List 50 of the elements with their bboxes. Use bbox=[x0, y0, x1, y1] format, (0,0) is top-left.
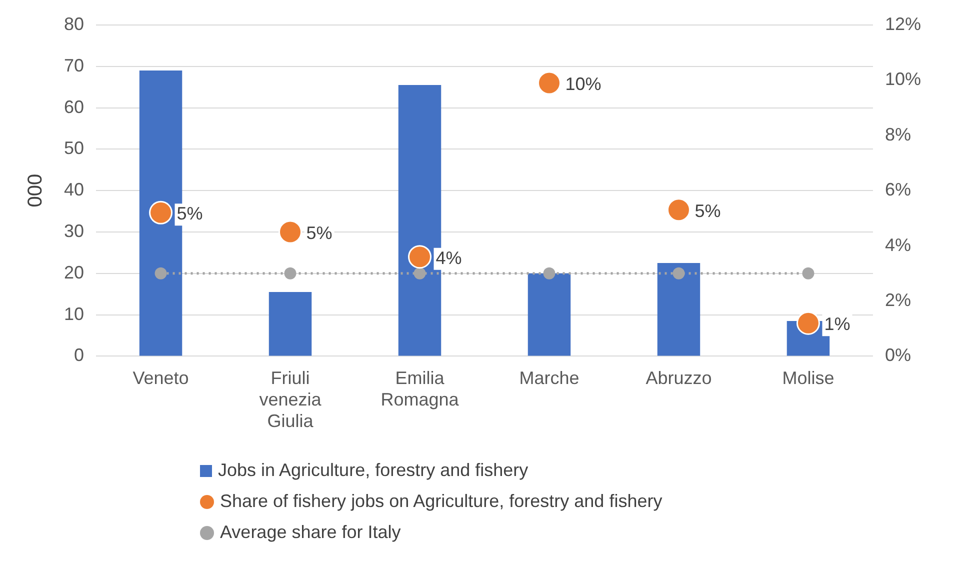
point bbox=[796, 311, 820, 335]
point bbox=[414, 267, 426, 280]
point bbox=[408, 245, 432, 269]
y2-tick-label: 12% bbox=[884, 14, 922, 34]
bar bbox=[657, 263, 700, 356]
y2-tick-label: 6% bbox=[884, 180, 911, 200]
y2-tick-label: 4% bbox=[884, 234, 911, 255]
y-tick-label: 20 bbox=[64, 262, 84, 282]
y-tick-label: 0 bbox=[74, 345, 84, 366]
point bbox=[543, 267, 556, 280]
y-tick-label: 50 bbox=[64, 138, 84, 158]
y-tick-label: 60 bbox=[64, 96, 84, 117]
point bbox=[802, 267, 814, 280]
data-label: 1% bbox=[824, 314, 850, 334]
y2-tick-label: 10% bbox=[884, 69, 922, 90]
bar bbox=[528, 273, 571, 356]
point bbox=[672, 267, 685, 280]
data-label: 5% bbox=[306, 222, 332, 243]
y-tick-label: 70 bbox=[64, 55, 84, 76]
category-label: Emilia bbox=[395, 368, 444, 388]
y2-tick-label: 0% bbox=[884, 345, 911, 366]
y-tick-label: 10 bbox=[64, 304, 84, 324]
legend-label: Jobs in Agriculture, forestry and fishery bbox=[218, 460, 528, 481]
y-axis-title: 000 bbox=[24, 174, 47, 208]
point bbox=[666, 198, 690, 222]
category-label: Romagna bbox=[380, 390, 459, 410]
data-label: 10% bbox=[565, 74, 602, 94]
category-label: Molise bbox=[782, 368, 834, 388]
point bbox=[154, 267, 167, 280]
category-label: Giulia bbox=[267, 411, 314, 432]
y-tick-label: 80 bbox=[64, 14, 84, 34]
point bbox=[149, 200, 173, 224]
y-tick-label: 30 bbox=[64, 220, 84, 241]
data-label: 5% bbox=[694, 200, 721, 221]
data-label: 5% bbox=[176, 204, 203, 224]
legend-label: Average share for Italy bbox=[220, 522, 401, 543]
category-label: Abruzzo bbox=[646, 368, 712, 388]
legend-label: Share of fishery jobs on Agriculture, forestry and fishery bbox=[220, 491, 662, 512]
y2-tick-label: 2% bbox=[884, 290, 911, 310]
point bbox=[537, 71, 561, 95]
y2-tick-label: 8% bbox=[884, 124, 911, 144]
point bbox=[284, 267, 296, 280]
category-label: Friuli bbox=[270, 368, 310, 388]
category-label: venezia bbox=[259, 390, 322, 410]
point bbox=[278, 220, 302, 244]
y-tick-label: 40 bbox=[64, 180, 84, 200]
category-label: Marche bbox=[519, 368, 580, 388]
category-label: Veneto bbox=[132, 368, 189, 388]
data-label: 4% bbox=[436, 248, 462, 268]
bar bbox=[268, 292, 312, 356]
